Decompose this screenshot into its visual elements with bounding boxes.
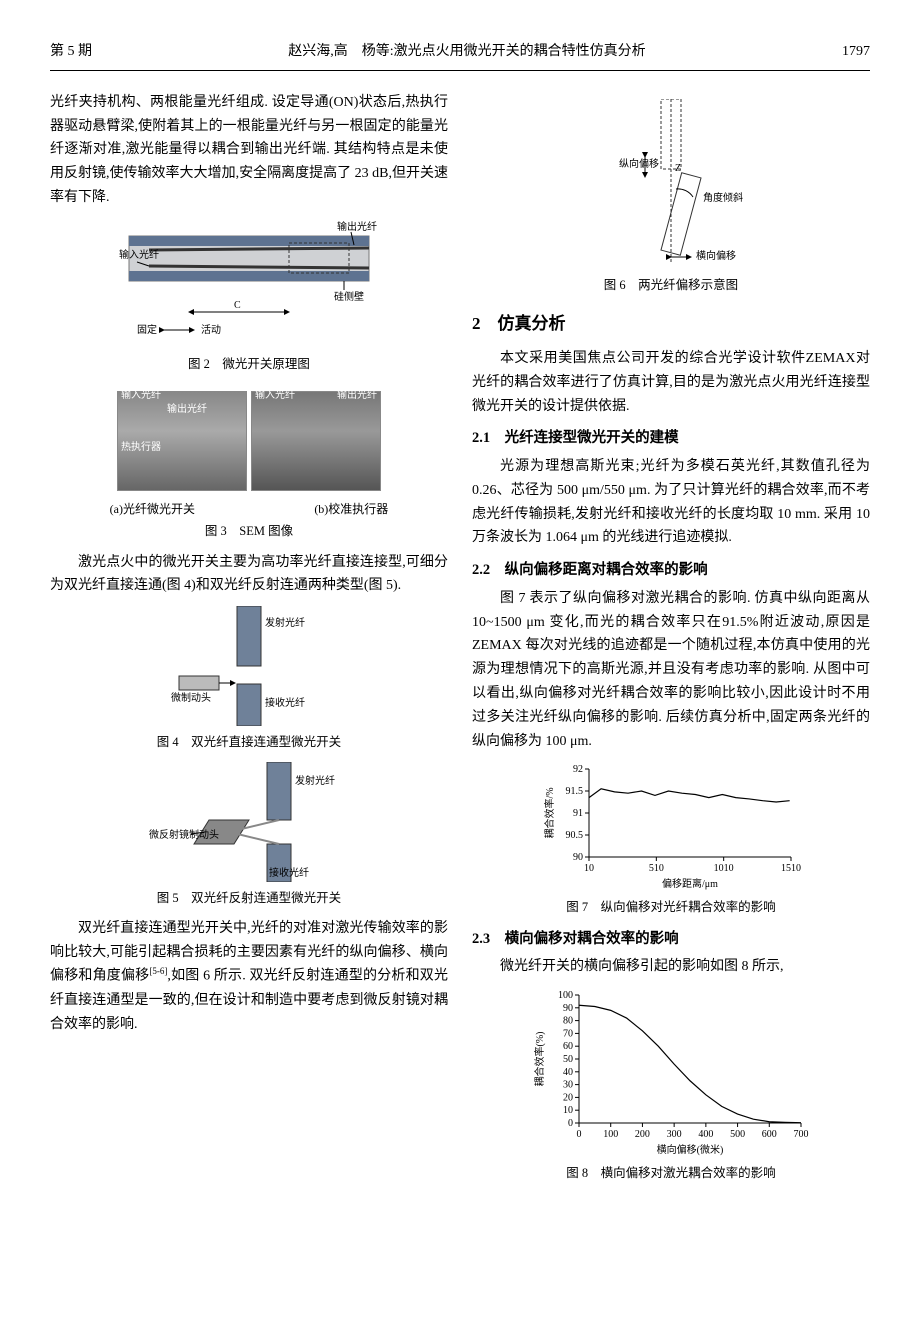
svg-text:微制动头: 微制动头	[171, 691, 211, 704]
sec23-para: 微光纤开关的横向偏移引起的影响如图 8 所示,	[472, 955, 870, 979]
svg-text:300: 300	[667, 1129, 682, 1140]
svg-text:偏移距离/μm: 偏移距离/μm	[662, 877, 718, 890]
figure-8-caption: 图 8 横向偏移对激光耦合效率的影响	[472, 1163, 870, 1184]
figure-3b-caption: (b)校准执行器	[314, 499, 388, 519]
svg-text:输入光纤: 输入光纤	[119, 248, 159, 261]
figure-2-caption: 图 2 微光开关原理图	[50, 354, 448, 375]
figure-3: 输入光纤 输出光纤 热执行器 输入光纤 输出光纤 (a)光纤微光开关 (b)校准…	[50, 383, 448, 543]
svg-text:耦合效率/%: 耦合效率/%	[543, 788, 556, 839]
svg-text:微反射镜制动头: 微反射镜制动头	[149, 828, 219, 841]
svg-text:90: 90	[573, 852, 583, 863]
left-para-1: 光纤夹持机构、两根能量光纤组成. 设定导通(ON)状态后,热执行器驱动悬臂梁,使…	[50, 91, 448, 210]
sec22-para: 图 7 表示了纵向偏移对激光耦合的影响. 仿真中纵向距离从 10~1500 μm…	[472, 587, 870, 754]
figure-3a-caption: (a)光纤微光开关	[110, 499, 195, 519]
svg-text:90.5: 90.5	[566, 830, 584, 841]
section-2-3-title: 2.3 横向偏移对耦合效率的影响	[472, 927, 870, 952]
left-para-2: 激光点火中的微光开关主要为高功率光纤直接连接型,可细分为双光纤直接连通(图 4)…	[50, 551, 448, 599]
figure-7-caption: 图 7 纵向偏移对光纤耦合效率的影响	[472, 897, 870, 918]
svg-text:92: 92	[573, 764, 583, 775]
svg-text:600: 600	[762, 1129, 777, 1140]
section-2-1-title: 2.1 光纤连接型微光开关的建模	[472, 426, 870, 451]
figure-4: 发射光纤 接收光纤 微制动头 图 4 双光纤直接连通型微光开关	[50, 606, 448, 753]
svg-text:91: 91	[573, 808, 583, 819]
svg-text:10: 10	[584, 863, 594, 874]
svg-text:70: 70	[563, 1028, 573, 1039]
issue-number: 第 5 期	[50, 40, 92, 64]
figure-6: 纵向偏移 Z 角度倾斜 横向偏移 图 6 两光纤偏移示意图	[472, 99, 870, 296]
svg-text:发射光纤: 发射光纤	[295, 774, 335, 787]
section-2-2-title: 2.2 纵向偏移距离对耦合效率的影响	[472, 558, 870, 583]
sec21-para: 光源为理想高斯光束;光纤为多模石英光纤,其数值孔径为 0.26、芯径为 500 …	[472, 455, 870, 550]
svg-text:耦合效率(%): 耦合效率(%)	[533, 1032, 546, 1087]
svg-text:100: 100	[603, 1129, 618, 1140]
svg-text:80: 80	[563, 1016, 573, 1027]
svg-text:200: 200	[635, 1129, 650, 1140]
svg-text:50: 50	[563, 1054, 573, 1065]
svg-text:Z: Z	[675, 163, 681, 174]
svg-text:20: 20	[563, 1092, 573, 1103]
right-column: 纵向偏移 Z 角度倾斜 横向偏移 图 6 两光纤偏移示意图 2 仿真分析 本文采…	[472, 91, 870, 1193]
figure-4-caption: 图 4 双光纤直接连通型微光开关	[50, 732, 448, 753]
page-header: 第 5 期 赵兴海,高 杨等:激光点火用微光开关的耦合特性仿真分析 1797	[50, 40, 870, 71]
svg-text:1510: 1510	[781, 863, 801, 874]
svg-text:40: 40	[563, 1067, 573, 1078]
svg-text:30: 30	[563, 1080, 573, 1091]
svg-text:固定: 固定	[137, 323, 157, 336]
svg-text:510: 510	[649, 863, 664, 874]
figure-5-caption: 图 5 双光纤反射连通型微光开关	[50, 888, 448, 909]
svg-text:400: 400	[698, 1129, 713, 1140]
figure-8: 0102030405060708090100010020030040050060…	[472, 987, 870, 1184]
svg-text:接收光纤: 接收光纤	[269, 866, 309, 879]
sec2-para: 本文采用美国焦点公司开发的综合光学设计软件ZEMAX对光纤的耦合效率进行了仿真计…	[472, 347, 870, 418]
svg-text:纵向偏移: 纵向偏移	[619, 157, 659, 170]
figure-5: 发射光纤 接收光纤 微反射镜制动头 图 5 双光纤反射连通型微光开关	[50, 762, 448, 909]
svg-text:角度倾斜: 角度倾斜	[703, 191, 743, 204]
running-title: 赵兴海,高 杨等:激光点火用微光开关的耦合特性仿真分析	[288, 40, 645, 64]
section-2-title: 2 仿真分析	[472, 310, 870, 339]
svg-text:700: 700	[794, 1129, 809, 1140]
svg-text:接收光纤: 接收光纤	[265, 696, 305, 709]
svg-text:0: 0	[577, 1129, 582, 1140]
svg-text:发射光纤: 发射光纤	[265, 616, 305, 629]
left-column: 光纤夹持机构、两根能量光纤组成. 设定导通(ON)状态后,热执行器驱动悬臂梁,使…	[50, 91, 448, 1193]
page-number: 1797	[842, 40, 870, 64]
figure-7: 90 90.5 91 91.5 92 10 510 1010 1510 偏移距离/μm 耦合效率/%…	[472, 761, 870, 918]
svg-text:横向偏移: 横向偏移	[696, 249, 736, 262]
svg-text:100: 100	[558, 990, 573, 1001]
figure-2: 输出光纤 输入光纤 硅侧壁 C 固定 活动 图 2 微光开关原理图	[50, 218, 448, 375]
svg-text:0: 0	[568, 1118, 573, 1129]
svg-text:91.5: 91.5	[566, 786, 584, 797]
figure-3-caption: 图 3 SEM 图像	[50, 521, 448, 542]
svg-text:500: 500	[730, 1129, 745, 1140]
figure-6-caption: 图 6 两光纤偏移示意图	[472, 275, 870, 296]
svg-text:活动: 活动	[201, 324, 221, 336]
svg-text:输出光纤: 输出光纤	[337, 220, 377, 233]
left-para-3: 双光纤直接连通型光开关中,光纤的对准对激光传输效率的影响比较大,可能引起耦合损耗…	[50, 917, 448, 1037]
svg-text:10: 10	[563, 1105, 573, 1116]
svg-text:硅侧壁: 硅侧壁	[334, 290, 364, 303]
svg-text:1010: 1010	[714, 863, 734, 874]
svg-text:C: C	[234, 300, 241, 311]
svg-text:90: 90	[563, 1003, 573, 1014]
svg-text:横向偏移(微米): 横向偏移(微米)	[657, 1143, 724, 1156]
svg-text:60: 60	[563, 1041, 573, 1052]
